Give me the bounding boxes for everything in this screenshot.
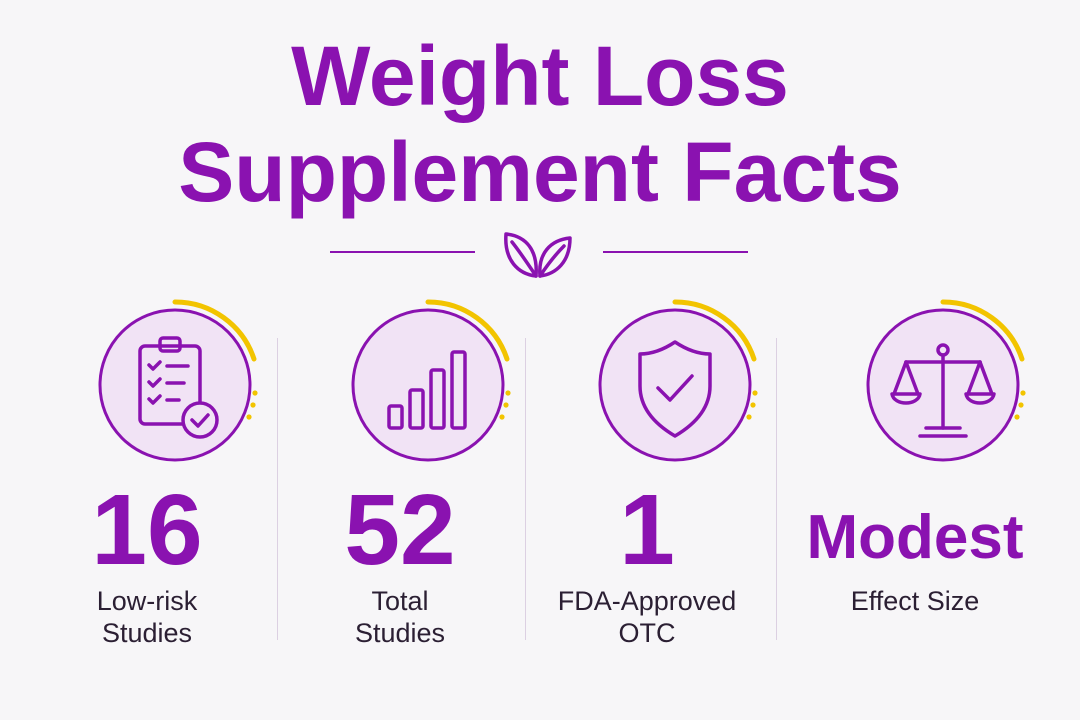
stat-low-risk-studies: 16 Low-risk Studies [22,290,272,690]
stat-value: 16 [91,474,203,586]
column-separator [277,338,278,640]
divider-rule-left [330,251,475,253]
stat-label: Effect Size [850,586,980,616]
stat-effect-size: Modest Effect Size [790,290,1040,690]
title-divider [0,218,1080,288]
leaf-icon [504,232,572,278]
column-separator [776,338,777,640]
balance-scale-icon [866,299,1026,462]
stat-value: Modest [806,503,1024,572]
stat-value: 52 [344,474,456,586]
stat-value: 1 [619,474,675,586]
bar-chart-icon [351,299,511,462]
divider-rule-right [603,251,748,253]
clipboard-check-icon [98,299,258,462]
stat-label: Low-risk Studies [96,586,198,648]
stat-total-studies: 52 Total Studies [275,290,525,690]
stat-label: FDA-Approved OTC [557,586,737,648]
title-line-2: Supplement Facts [178,125,902,219]
stat-label: Total Studies [354,586,446,648]
column-separator [525,338,526,640]
title-line-1: Weight Loss [291,29,789,123]
page-title: Weight Loss Supplement Facts [0,28,1080,220]
shield-check-icon [598,299,758,462]
stat-fda-approved-otc: 1 FDA-Approved OTC [522,290,772,690]
